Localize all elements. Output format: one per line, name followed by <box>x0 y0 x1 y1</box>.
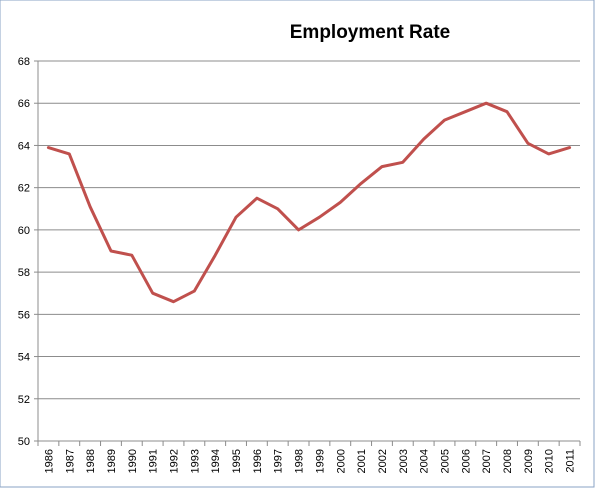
data-point <box>89 205 92 208</box>
x-tick-label: 1996 <box>252 449 264 473</box>
data-point <box>172 300 175 303</box>
y-tick-label: 68 <box>18 56 30 68</box>
x-tick-label: 2001 <box>356 449 368 473</box>
y-tick-label: 64 <box>18 140 30 152</box>
data-point <box>401 161 404 164</box>
x-tick-label: 2002 <box>377 449 389 473</box>
data-point <box>235 216 238 219</box>
x-tick-label: 1995 <box>231 449 243 473</box>
data-point <box>422 138 425 141</box>
data-point <box>443 119 446 122</box>
x-tick-label: 1994 <box>210 449 222 473</box>
x-tick-label: 1999 <box>314 449 326 473</box>
series-layer <box>46 101 572 304</box>
x-tick-label: 1998 <box>294 449 306 473</box>
x-tick-label: 1988 <box>85 449 97 473</box>
x-tick-label: 2011 <box>565 449 577 473</box>
x-tick-label: 2007 <box>481 449 493 473</box>
data-point <box>255 197 258 200</box>
x-tick-label: 1993 <box>189 449 201 473</box>
x-tick-label: 2004 <box>419 449 431 473</box>
data-point <box>276 207 279 210</box>
data-point <box>214 254 217 257</box>
data-point <box>526 142 529 145</box>
data-point <box>193 290 196 293</box>
series-line <box>46 101 572 304</box>
x-tick-label: 2008 <box>502 449 514 473</box>
data-point <box>547 152 550 155</box>
x-tick-label: 1991 <box>148 449 160 473</box>
x-tick-label: 2003 <box>398 449 410 473</box>
y-tick-label: 62 <box>18 183 30 195</box>
x-tick-label: 1992 <box>169 449 181 473</box>
y-tick-label: 66 <box>18 98 30 110</box>
y-tick-label: 50 <box>18 436 30 448</box>
x-tick-label: 2010 <box>544 449 556 473</box>
data-point <box>130 254 133 257</box>
data-point <box>68 152 71 155</box>
x-tick-label: 1987 <box>64 449 76 473</box>
data-point <box>297 228 300 231</box>
data-point <box>380 165 383 168</box>
y-tick-label: 54 <box>18 352 30 364</box>
x-tick-label: 1997 <box>273 449 285 473</box>
x-tick-label: 2009 <box>523 449 535 473</box>
y-tick-label: 56 <box>18 309 30 321</box>
data-point <box>485 102 488 105</box>
x-tick-label: 1986 <box>43 449 55 473</box>
y-tick-label: 58 <box>18 267 30 279</box>
data-point <box>360 182 363 185</box>
data-point <box>109 250 112 253</box>
data-point <box>47 146 50 149</box>
y-tick-label: 52 <box>18 394 30 406</box>
data-point <box>318 216 321 219</box>
axes: 50 52 54 56 58 60 62 64 66 68 1986 1987 1988 1989 1990… <box>18 56 581 473</box>
x-tick-label: 2000 <box>335 449 347 473</box>
x-tick-label: 2006 <box>460 449 472 473</box>
data-point <box>464 110 467 113</box>
chart-title: Employment Rate <box>290 22 450 43</box>
data-point <box>506 110 509 113</box>
data-point <box>339 201 342 204</box>
x-tick-label: 2005 <box>440 449 452 473</box>
x-tick-label: 1990 <box>127 449 139 473</box>
x-tick-label: 1989 <box>106 449 118 473</box>
y-tick-label: 60 <box>18 225 30 237</box>
data-point <box>151 292 154 295</box>
data-point <box>568 146 571 149</box>
